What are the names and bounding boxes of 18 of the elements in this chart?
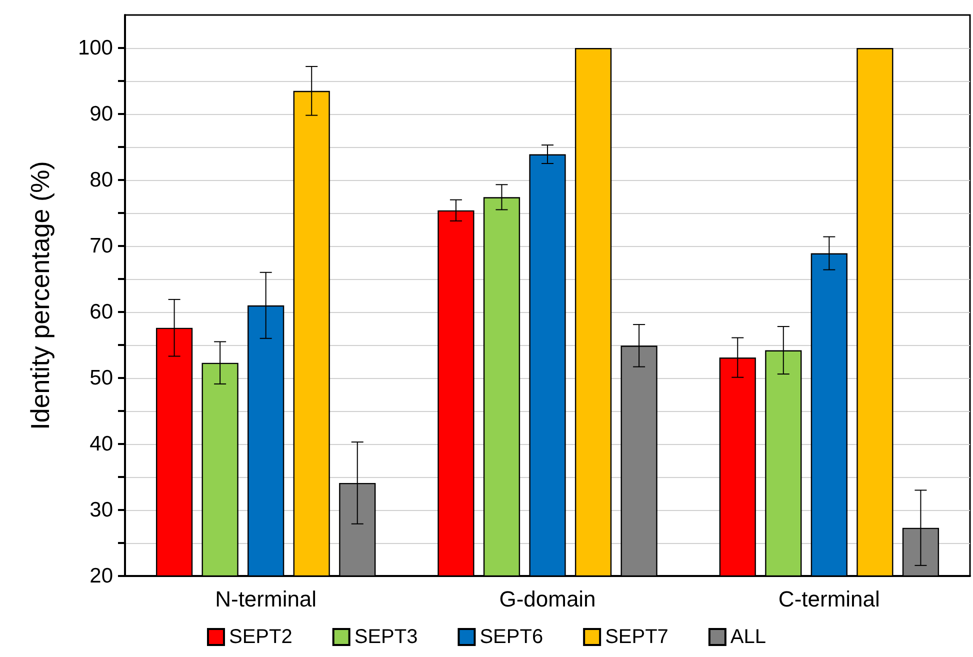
x-tick-label: C-terminal [778, 586, 880, 612]
y-tick-label: 60 [90, 300, 113, 324]
y-axis-title: Identity percentage (%) [25, 161, 55, 430]
y-tick-label: 100 [78, 36, 113, 60]
legend-label: SEPT6 [480, 626, 544, 648]
y-tick-label: 80 [90, 168, 113, 192]
y-tick-label: 30 [90, 498, 113, 522]
y-tick-label: 40 [90, 432, 113, 456]
y-tick-label: 50 [90, 366, 113, 390]
x-tick-label: N-terminal [215, 586, 317, 612]
y-tick-label: 90 [90, 102, 113, 126]
y-tick-label: 70 [90, 234, 113, 258]
legend-label: SEPT7 [605, 626, 668, 648]
legend-label: SEPT3 [354, 626, 418, 648]
x-tick-label: G-domain [499, 586, 596, 612]
legend-label: SEPT2 [228, 626, 292, 648]
y-tick-label: 20 [90, 564, 113, 588]
legend-label: ALL [730, 626, 766, 648]
